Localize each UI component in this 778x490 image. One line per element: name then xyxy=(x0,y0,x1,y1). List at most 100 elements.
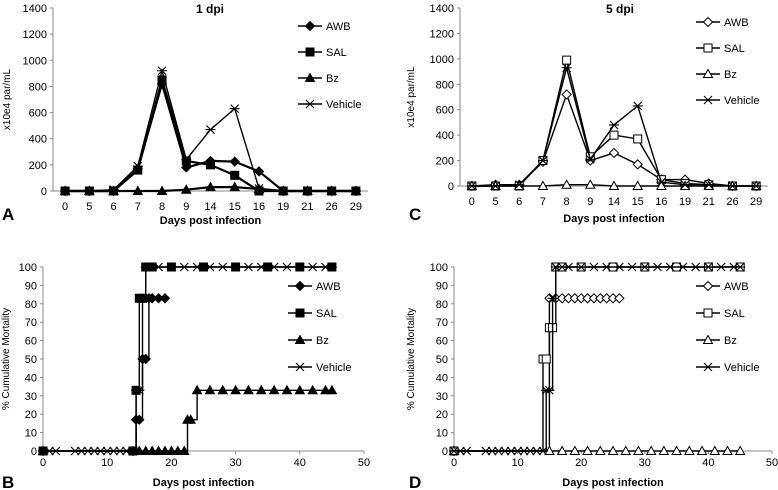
data-point-vehicle-2 xyxy=(514,180,525,190)
data-point-awb-4 xyxy=(561,89,572,100)
legend-item-bz: Bz xyxy=(696,68,737,81)
data-point-vehicle-21 xyxy=(601,262,612,272)
data-point-awb-6 xyxy=(608,147,620,159)
data-point-vehicle-23 xyxy=(217,262,228,272)
legend-item-awb: AWB xyxy=(298,20,351,33)
data-point-vehicle-24 xyxy=(639,262,650,272)
x-tick-label-21: 21 xyxy=(301,201,313,213)
x-tick-label-14: 14 xyxy=(204,201,216,213)
data-point-vehicle-12 xyxy=(350,186,361,196)
x-tick-label-30: 30 xyxy=(229,457,241,469)
data-point-bz-14 xyxy=(230,384,241,395)
y-tick-label-0: 0 xyxy=(448,181,454,193)
data-point-vehicle-8 xyxy=(656,177,667,187)
x-tick-label-6: 6 xyxy=(111,201,117,213)
x-tick-label-20: 20 xyxy=(575,457,587,469)
legend-label-vehicle: Vehicle xyxy=(316,362,351,374)
data-point-bz-11 xyxy=(191,384,203,395)
data-point-vehicle-7 xyxy=(229,104,240,114)
series-vehicle xyxy=(60,66,361,196)
legend-marker-bz xyxy=(304,72,316,82)
legend-marker-bz xyxy=(702,68,714,78)
data-point-bz-13 xyxy=(217,384,229,395)
x-tick-label-14: 14 xyxy=(608,196,620,208)
y-tick-label-90: 90 xyxy=(436,280,448,292)
y-tick-label-1200: 1200 xyxy=(23,29,47,41)
data-point-vehicle-25 xyxy=(652,262,663,272)
x-tick-label-40: 40 xyxy=(702,457,714,469)
x-tick-label-21: 21 xyxy=(703,196,715,208)
y-tick-label-400: 400 xyxy=(436,130,454,142)
y-tick-label-40: 40 xyxy=(436,372,448,384)
data-point-vehicle-23 xyxy=(627,262,638,272)
y-tick-label-400: 400 xyxy=(29,134,47,146)
data-point-vehicle-29 xyxy=(703,262,714,272)
data-point-sal-3 xyxy=(133,165,143,175)
x-tick-label-7: 7 xyxy=(540,196,546,208)
data-point-vehicle-24 xyxy=(230,262,241,272)
x-tick-label-40: 40 xyxy=(294,457,306,469)
series-vehicle xyxy=(449,262,746,456)
data-point-awb-12 xyxy=(614,293,625,304)
data-point-vehicle-26 xyxy=(256,262,267,272)
series-line-awb xyxy=(65,79,356,193)
y-axis-label: x10e4 par/mL xyxy=(406,66,417,128)
x-tick-label-0: 0 xyxy=(469,196,475,208)
y-tick-label-1000: 1000 xyxy=(23,55,47,67)
y-tick-label-30: 30 xyxy=(25,391,37,403)
x-tick-label-10: 10 xyxy=(511,457,523,469)
x-tick-label-19: 19 xyxy=(679,196,691,208)
chart-panel-b: 0 10 20 30 40 50 60 70 80 90 100 0 10 20 30 40 50 Days po… xyxy=(1,262,370,490)
series-awb xyxy=(37,293,171,457)
data-point-bz-21 xyxy=(320,384,331,395)
series-awb xyxy=(466,89,762,192)
data-point-vehicle-32 xyxy=(326,262,337,272)
data-point-vehicle-4 xyxy=(561,63,572,73)
legend-marker-sal xyxy=(703,308,713,318)
data-point-bz-7 xyxy=(632,180,644,190)
series-sal xyxy=(467,55,761,191)
x-tick-label-29: 29 xyxy=(750,196,762,208)
data-point-bz-4 xyxy=(582,445,593,455)
data-point-vehicle-15 xyxy=(547,293,558,303)
legend-label-bz: Bz xyxy=(724,69,737,81)
x-tick-label-0: 0 xyxy=(40,457,46,469)
series-bz xyxy=(59,181,362,195)
data-point-vehicle-18 xyxy=(563,262,574,272)
legend-item-sal: SAL xyxy=(288,308,337,320)
x-tick-label-19: 19 xyxy=(277,201,289,213)
series-awb xyxy=(59,78,362,197)
y-tick-label-50: 50 xyxy=(436,354,448,366)
series-line-sal xyxy=(471,59,757,187)
series-line-vehicle xyxy=(471,67,757,187)
legend-marker-vehicle xyxy=(295,362,305,372)
legend-marker-vehicle xyxy=(305,99,315,109)
data-point-bz-7 xyxy=(229,181,241,192)
y-tick-label-90: 90 xyxy=(25,280,37,292)
panel-letter-c: C xyxy=(409,205,421,224)
series-awb xyxy=(448,293,625,457)
data-point-vehicle-10 xyxy=(703,180,714,190)
panel-letter-b: B xyxy=(2,473,14,490)
chart-title: 1 dpi xyxy=(196,2,224,16)
legend-item-sal: SAL xyxy=(696,43,745,55)
x-tick-label-8: 8 xyxy=(564,196,570,208)
data-point-vehicle-12 xyxy=(538,446,549,456)
y-tick-label-100: 100 xyxy=(430,262,448,274)
legend-label-awb: AWB xyxy=(316,281,341,293)
data-point-vehicle-3 xyxy=(537,156,548,165)
data-point-bz-3 xyxy=(537,180,549,190)
data-point-bz-5 xyxy=(594,445,606,455)
y-tick-label-70: 70 xyxy=(25,317,37,329)
data-point-vehicle-5 xyxy=(585,154,596,164)
y-tick-label-60: 60 xyxy=(436,336,448,348)
data-point-vehicle-1 xyxy=(84,186,95,196)
series-line-vehicle xyxy=(454,266,741,452)
data-point-vehicle-3 xyxy=(132,161,143,171)
x-tick-label-10: 10 xyxy=(101,457,113,469)
legend-label-bz: Bz xyxy=(316,335,329,347)
x-tick-label-15: 15 xyxy=(229,201,241,213)
series-vehicle xyxy=(466,63,762,191)
legend-label-vehicle: Vehicle xyxy=(724,362,759,374)
y-tick-label-70: 70 xyxy=(436,317,448,329)
